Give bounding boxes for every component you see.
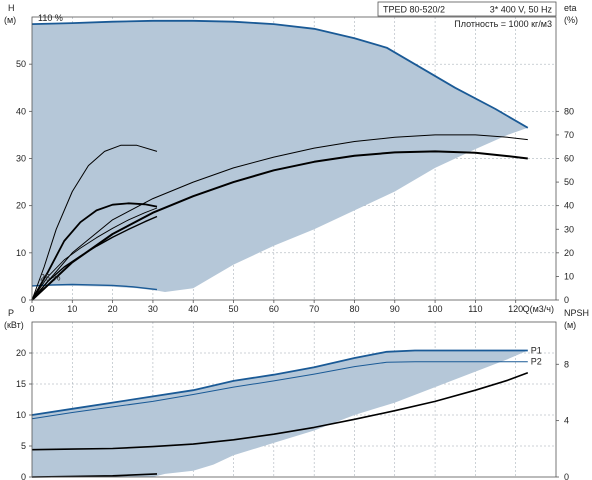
x-tick-label: 0 bbox=[29, 304, 34, 314]
info-supply: 3* 400 V, 50 Hz bbox=[490, 5, 553, 15]
x-tick-label: 30 bbox=[148, 304, 158, 314]
x-tick-label: 90 bbox=[390, 304, 400, 314]
left-tick-label: 40 bbox=[16, 106, 26, 116]
left-tick-label: 10 bbox=[16, 248, 26, 258]
x-tick-label: 50 bbox=[229, 304, 239, 314]
power-axis-label: P bbox=[8, 308, 14, 318]
x-tick-label: 110 bbox=[468, 304, 482, 314]
flow-axis-ticks: 0 10 20 30 40 50 60 70 80 90 100 110 120 bbox=[29, 300, 523, 314]
info-box-frame bbox=[377, 1, 557, 17]
right-tick-label: 20 bbox=[564, 248, 574, 258]
left-tick-label: 0 bbox=[21, 472, 26, 480]
left-tick-label: 20 bbox=[16, 201, 26, 211]
series-label-p2: P2 bbox=[531, 357, 542, 367]
head-efficiency-chart: 0 10 20 30 40 50 0 10 20 30 40 50 60 70 80 0 10 20 30 40 5… bbox=[4, 3, 578, 314]
x-tick-label: 60 bbox=[269, 304, 279, 314]
series-line-p2 bbox=[31, 361, 528, 420]
series-line-0-5 bbox=[31, 144, 158, 301]
left-tick-label: 10 bbox=[16, 410, 26, 420]
right-tick-label: 0 bbox=[564, 472, 569, 480]
left-tick-label: 5 bbox=[21, 441, 26, 451]
series-line-0-3 bbox=[31, 134, 528, 301]
series-line-0-2 bbox=[31, 150, 528, 301]
power-axis-unit: (кВт) bbox=[4, 320, 24, 330]
efficiency-axis-label: eta bbox=[564, 3, 577, 13]
info-density: Плотность = 1000 кг/м3 bbox=[454, 19, 552, 29]
left-tick-label: 20 bbox=[16, 348, 26, 358]
flow-axis-label: Q(м3/ч) bbox=[523, 304, 554, 314]
right-tick-label: 4 bbox=[564, 416, 569, 426]
x-tick-label: 120 bbox=[508, 304, 523, 314]
left-tick-label: 15 bbox=[16, 379, 26, 389]
head-axis-ticks: 0 10 20 30 40 50 bbox=[16, 59, 32, 305]
bottom-plot-frame bbox=[31, 321, 557, 478]
right-tick-label: 30 bbox=[564, 224, 574, 234]
right-tick-label: 0 bbox=[564, 295, 569, 305]
x-tick-label: 10 bbox=[67, 304, 77, 314]
head-axis-label: H bbox=[8, 3, 15, 13]
head-axis-unit: (м) bbox=[4, 15, 16, 25]
head-operating-envelope bbox=[32, 20, 528, 293]
right-tick-label: 10 bbox=[564, 271, 574, 281]
series-line-0-1 bbox=[31, 283, 158, 291]
annotation-25-percent: 25 % bbox=[40, 272, 61, 282]
series-line-0-4 bbox=[31, 202, 158, 301]
series-line-0-7 bbox=[31, 207, 158, 301]
right-tick-label: 60 bbox=[564, 154, 574, 164]
efficiency-axis-ticks: 0 10 20 30 40 50 60 70 80 bbox=[556, 106, 574, 305]
power-axis-ticks: 0 5 10 15 20 bbox=[16, 348, 32, 480]
series-line-0-0 bbox=[31, 19, 529, 129]
right-tick-label: 8 bbox=[564, 359, 569, 369]
series-line-0-6 bbox=[31, 215, 158, 301]
right-tick-label: 50 bbox=[564, 177, 574, 187]
x-tick-label: 40 bbox=[188, 304, 198, 314]
npsh-axis-label: NPSH bbox=[564, 308, 589, 318]
left-tick-label: 50 bbox=[16, 59, 26, 69]
annotation-110-percent: 110 % bbox=[38, 13, 63, 23]
right-tick-label: 40 bbox=[564, 201, 574, 211]
head-efficiency-curves bbox=[31, 19, 529, 301]
right-tick-label: 70 bbox=[564, 130, 574, 140]
x-tick-label: 80 bbox=[349, 304, 359, 314]
info-model: TPED 80-520/2 bbox=[383, 5, 445, 15]
right-tick-label: 80 bbox=[564, 106, 574, 116]
series-line-1-2 bbox=[31, 372, 529, 451]
info-box: TPED 80-520/2 3* 400 V, 50 Hz Плотность … bbox=[377, 1, 557, 29]
x-tick-label: 20 bbox=[108, 304, 118, 314]
series-label-p1: P1 bbox=[531, 346, 542, 356]
left-tick-label: 0 bbox=[21, 295, 26, 305]
x-tick-label: 70 bbox=[309, 304, 319, 314]
x-tick-label: 100 bbox=[428, 304, 443, 314]
npsh-axis-ticks: 0 4 8 bbox=[556, 359, 569, 480]
power-operating-envelope bbox=[32, 350, 528, 477]
npsh-axis-unit: (м) bbox=[564, 320, 576, 330]
efficiency-axis-unit: (%) bbox=[564, 15, 578, 25]
series-line-p1 bbox=[31, 349, 528, 416]
left-tick-label: 30 bbox=[16, 154, 26, 164]
